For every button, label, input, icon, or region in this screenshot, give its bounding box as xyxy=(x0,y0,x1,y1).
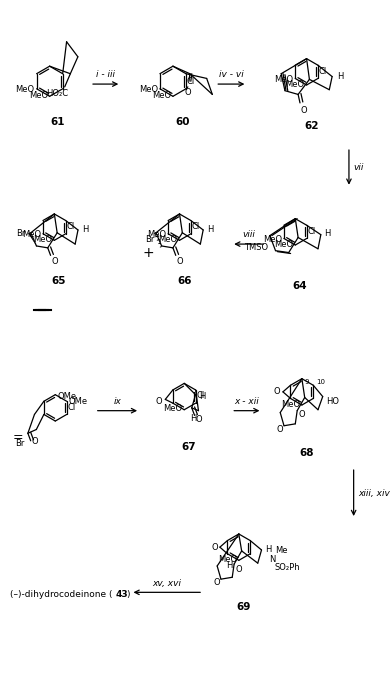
Text: N: N xyxy=(269,555,276,564)
Text: O: O xyxy=(235,566,242,574)
Text: O: O xyxy=(177,257,183,266)
Text: MeO: MeO xyxy=(147,230,166,239)
Text: Cl: Cl xyxy=(192,222,200,231)
Text: MeO: MeO xyxy=(286,80,305,89)
Text: OMe: OMe xyxy=(69,397,88,406)
Text: O: O xyxy=(196,415,202,424)
Text: MeO: MeO xyxy=(281,400,300,408)
Text: O: O xyxy=(301,106,308,115)
Text: Br: Br xyxy=(16,229,25,238)
Text: H: H xyxy=(325,229,331,238)
Text: 68: 68 xyxy=(299,448,314,458)
Text: Cl: Cl xyxy=(67,222,75,231)
Text: 62: 62 xyxy=(304,121,319,130)
Text: O: O xyxy=(51,257,58,266)
Text: O: O xyxy=(185,88,191,97)
Text: H: H xyxy=(190,414,196,423)
Text: MeO: MeO xyxy=(16,85,35,94)
Text: MeO: MeO xyxy=(29,91,48,100)
Text: MeO: MeO xyxy=(152,91,171,100)
Text: 61: 61 xyxy=(50,117,64,127)
Text: H: H xyxy=(265,546,272,555)
Text: ): ) xyxy=(126,589,129,599)
Text: 69: 69 xyxy=(236,602,251,612)
Text: HO₂C: HO₂C xyxy=(46,89,69,98)
Text: Cl: Cl xyxy=(319,67,327,76)
Text: ix: ix xyxy=(113,397,122,406)
Text: H: H xyxy=(82,225,88,234)
Text: Me: Me xyxy=(275,546,287,555)
Text: SO₂Ph: SO₂Ph xyxy=(275,563,300,572)
Polygon shape xyxy=(28,232,36,246)
Text: x - xii: x - xii xyxy=(234,397,259,406)
Text: HO: HO xyxy=(327,397,339,406)
Text: H: H xyxy=(337,72,343,81)
Text: iv - vi: iv - vi xyxy=(219,70,244,79)
Text: O: O xyxy=(32,437,38,446)
Text: =: = xyxy=(13,430,24,443)
Text: MeO: MeO xyxy=(139,85,158,94)
Text: i - iii: i - iii xyxy=(96,70,115,79)
Text: (–)-dihydrocodeinone (: (–)-dihydrocodeinone ( xyxy=(10,589,113,599)
Text: MeO: MeO xyxy=(218,555,237,564)
Text: Br: Br xyxy=(145,235,154,244)
Text: O: O xyxy=(213,579,220,587)
Text: Cl: Cl xyxy=(196,391,205,400)
Text: vii: vii xyxy=(354,163,364,172)
Text: 66: 66 xyxy=(177,276,191,286)
Text: Br: Br xyxy=(15,439,24,448)
Text: MeO: MeO xyxy=(22,230,41,239)
Text: O: O xyxy=(156,397,162,406)
Text: O: O xyxy=(274,387,280,396)
Text: 43: 43 xyxy=(116,589,128,599)
Text: H: H xyxy=(199,392,206,401)
Text: 64: 64 xyxy=(293,281,307,291)
Text: MeO: MeO xyxy=(158,235,178,244)
Text: viii: viii xyxy=(242,230,255,239)
Text: Cl: Cl xyxy=(308,227,316,236)
Text: Cl: Cl xyxy=(68,402,76,412)
Text: +: + xyxy=(143,247,154,260)
Text: 9: 9 xyxy=(305,378,309,385)
Text: 65: 65 xyxy=(52,276,66,286)
Text: H: H xyxy=(226,561,232,570)
Text: xv, xvi: xv, xvi xyxy=(152,579,181,587)
Text: O: O xyxy=(211,543,218,552)
Text: TMSO: TMSO xyxy=(244,243,268,252)
Text: 67: 67 xyxy=(181,442,196,451)
Text: MeO: MeO xyxy=(274,240,294,249)
Text: 10: 10 xyxy=(316,380,325,385)
Text: MeO: MeO xyxy=(163,404,182,413)
Text: MeO: MeO xyxy=(274,75,293,84)
Text: O: O xyxy=(276,425,283,434)
Text: xiii, xiv: xiii, xiv xyxy=(358,488,390,497)
Text: OMe: OMe xyxy=(57,392,76,401)
Text: O: O xyxy=(298,410,305,419)
Text: MeO: MeO xyxy=(33,235,53,244)
Text: H: H xyxy=(207,225,213,234)
Text: MeO: MeO xyxy=(263,235,282,244)
Text: 60: 60 xyxy=(175,117,190,127)
Text: Cl: Cl xyxy=(187,77,195,86)
